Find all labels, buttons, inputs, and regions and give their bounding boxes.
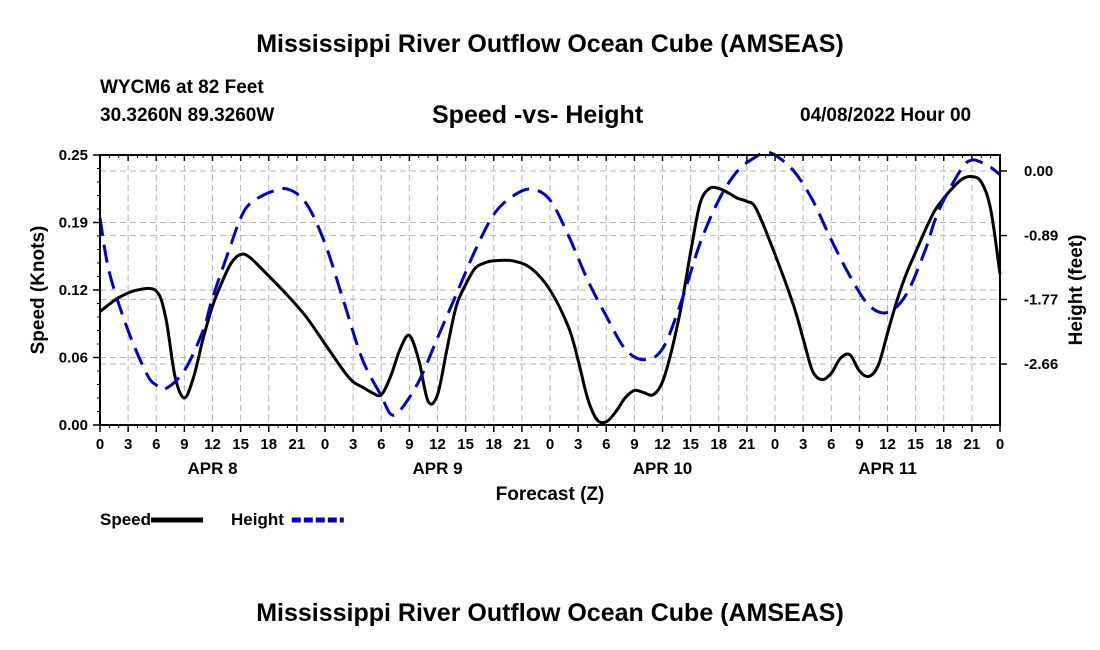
- x-tick-label: 0: [546, 436, 554, 453]
- legend-label-speed: Speed: [100, 510, 151, 529]
- x-tick-label: 21: [739, 436, 756, 453]
- x-tick-label: 3: [574, 436, 582, 453]
- y2-axis-title: Height (feet): [1066, 235, 1087, 346]
- x-tick-label: 12: [879, 436, 896, 453]
- x-tick-label: 0: [96, 436, 104, 453]
- axis-ticks: [93, 154, 1007, 432]
- x-tick-label: 3: [799, 436, 807, 453]
- x-tick-label: 6: [377, 436, 385, 453]
- series-lines: [98, 151, 1002, 425]
- y2-tick-label: -0.89: [1024, 228, 1058, 245]
- y-tick-label: 0.00: [59, 417, 88, 434]
- y2-tick-label: -2.66: [1024, 356, 1058, 373]
- x-tick-label: 3: [349, 436, 357, 453]
- x-tick-label: 18: [935, 436, 952, 453]
- y-tick-label: 0.06: [59, 350, 88, 367]
- x-tick-label: 15: [232, 436, 249, 453]
- x-tick-label: 0: [771, 436, 779, 453]
- x-tick-label: 0: [996, 436, 1004, 453]
- legend: Speed Height: [100, 510, 344, 529]
- x-axis-title: Forecast (Z): [496, 484, 605, 505]
- legend-label-height: Height: [231, 510, 284, 529]
- x-tick-label: 6: [827, 436, 835, 453]
- x-tick-label: 9: [630, 436, 638, 453]
- day-label: APR 11: [858, 459, 917, 478]
- x-tick-label: 18: [260, 436, 277, 453]
- x-tick-label: 12: [654, 436, 671, 453]
- axis-labels: 0 3 6 9 12 15 18 21 0 3 6 9 12 15 18 21 0 3 6 9 12 15 18 21 0 3 6 9…: [59, 147, 1058, 478]
- footer-chart-title: Mississippi River Outflow Ocean Cube (AM…: [256, 599, 844, 627]
- x-tick-label: 12: [204, 436, 221, 453]
- x-tick-label: 0: [321, 436, 329, 453]
- day-label: APR 10: [633, 459, 693, 478]
- x-tick-label: 18: [485, 436, 502, 453]
- x-tick-label: 9: [180, 436, 188, 453]
- x-tick-label: 21: [964, 436, 981, 453]
- y-axis-title: Speed (Knots): [28, 226, 49, 355]
- y-tick-label: 0.25: [59, 147, 88, 164]
- chart-subtitle: Speed -vs- Height: [432, 101, 644, 129]
- series-height-line: [98, 151, 1001, 417]
- station-label: WYCM6 at 82 Feet: [100, 77, 264, 98]
- x-tick-label: 3: [124, 436, 132, 453]
- x-tick-label: 21: [289, 436, 306, 453]
- x-tick-label: 21: [514, 436, 531, 453]
- x-tick-label: 18: [710, 436, 727, 453]
- x-tick-label: 15: [682, 436, 699, 453]
- y2-tick-label: -1.77: [1024, 291, 1058, 308]
- chart-title: Mississippi River Outflow Ocean Cube (AM…: [256, 30, 844, 58]
- x-tick-label: 15: [457, 436, 474, 453]
- x-tick-label: 6: [602, 436, 610, 453]
- day-label: APR 8: [187, 459, 237, 478]
- day-label: APR 9: [412, 459, 462, 478]
- forecast-datetime: 04/08/2022 Hour 00: [800, 105, 972, 126]
- x-tick-label: 9: [405, 436, 413, 453]
- coordinates-label: 30.3260N 89.3260W: [100, 105, 275, 126]
- series-speed-line: [99, 174, 1002, 425]
- x-tick-label: 12: [429, 436, 446, 453]
- x-tick-label: 15: [907, 436, 924, 453]
- y-tick-label: 0.19: [59, 215, 88, 232]
- y2-tick-label: 0.00: [1024, 163, 1053, 180]
- y-tick-label: 0.12: [59, 282, 88, 299]
- x-tick-label: 9: [855, 436, 863, 453]
- x-tick-label: 6: [152, 436, 160, 453]
